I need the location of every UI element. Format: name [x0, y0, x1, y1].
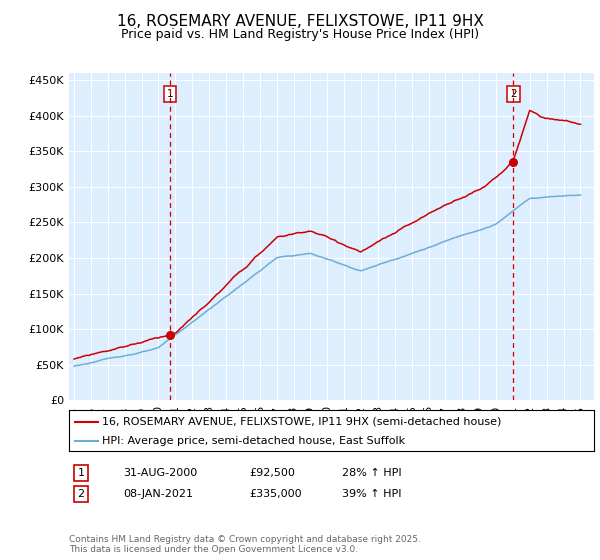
Text: 31-AUG-2000: 31-AUG-2000: [123, 468, 197, 478]
Text: Contains HM Land Registry data © Crown copyright and database right 2025.
This d: Contains HM Land Registry data © Crown c…: [69, 535, 421, 554]
Text: 2: 2: [510, 89, 517, 99]
Text: Price paid vs. HM Land Registry's House Price Index (HPI): Price paid vs. HM Land Registry's House …: [121, 28, 479, 41]
Text: 1: 1: [77, 468, 85, 478]
Text: 16, ROSEMARY AVENUE, FELIXSTOWE, IP11 9HX: 16, ROSEMARY AVENUE, FELIXSTOWE, IP11 9H…: [116, 14, 484, 29]
Text: 39% ↑ HPI: 39% ↑ HPI: [342, 489, 401, 499]
Text: 08-JAN-2021: 08-JAN-2021: [123, 489, 193, 499]
Text: 16, ROSEMARY AVENUE, FELIXSTOWE, IP11 9HX (semi-detached house): 16, ROSEMARY AVENUE, FELIXSTOWE, IP11 9H…: [102, 417, 502, 427]
Text: 28% ↑ HPI: 28% ↑ HPI: [342, 468, 401, 478]
Text: 1: 1: [166, 89, 173, 99]
Text: 2: 2: [77, 489, 85, 499]
Text: £335,000: £335,000: [249, 489, 302, 499]
Text: HPI: Average price, semi-detached house, East Suffolk: HPI: Average price, semi-detached house,…: [102, 436, 405, 446]
Text: £92,500: £92,500: [249, 468, 295, 478]
